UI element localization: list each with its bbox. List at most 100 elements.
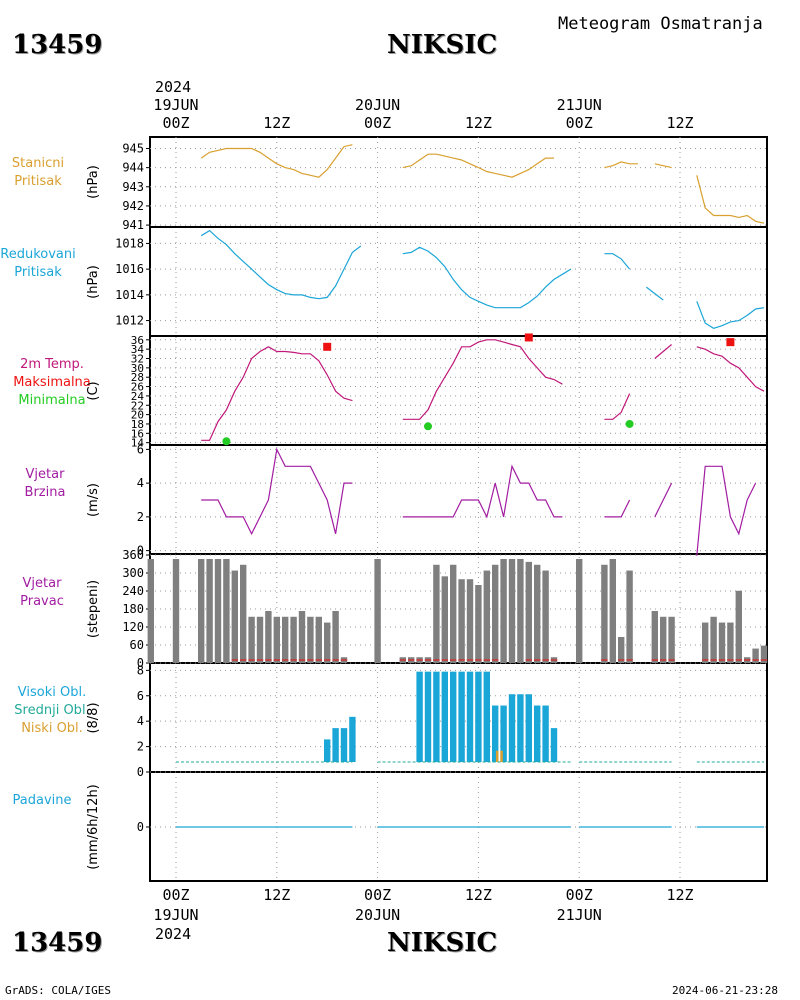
wind-dir-bar xyxy=(324,622,331,663)
wind-dir-bar xyxy=(273,616,280,663)
wind-speed-line-series-1 xyxy=(402,464,563,519)
cloud-bar-high xyxy=(450,671,457,762)
y-tick-label: 32 xyxy=(131,353,144,366)
y-tick-label: 942 xyxy=(122,199,144,213)
y-tick-label: 60 xyxy=(130,638,144,652)
day-label-top: 21JUN xyxy=(557,96,602,114)
label-precip: Padavine xyxy=(12,793,72,808)
wind-dir-bar xyxy=(332,611,339,663)
cloud-bar-high xyxy=(466,671,474,762)
station-name-bottom: NIKSIC xyxy=(387,928,498,958)
wind-dir-bar xyxy=(668,616,675,663)
cloud-bar-high xyxy=(424,671,432,762)
unit-label-precip: (mm/6h/12h) xyxy=(86,784,101,870)
cloud-bar-high xyxy=(492,705,499,762)
tmin-marker xyxy=(424,422,432,431)
day-label-bottom: 19JUN xyxy=(153,906,198,924)
hour-label-bottom: 00Z xyxy=(566,886,593,904)
reduced-pressure-line-series-0 xyxy=(200,229,362,300)
y-tick-label: 1012 xyxy=(115,314,144,328)
hour-label-bottom: 12Z xyxy=(263,886,290,904)
cloud-bar-low xyxy=(495,750,499,762)
cloud-bar-high xyxy=(517,694,524,762)
station-name-top: NIKSIC xyxy=(387,30,498,60)
wind-dir-bar xyxy=(727,622,734,663)
y-tick-label: 180 xyxy=(122,602,144,616)
wind-dir-bar xyxy=(752,648,759,663)
cloud-bar-high xyxy=(508,694,516,762)
y-tick-label: 6 xyxy=(137,689,144,703)
y-tick-label: 944 xyxy=(122,161,144,175)
station-pressure-line-series-1 xyxy=(402,153,554,178)
temperature-line-series-3 xyxy=(654,344,672,359)
y-tick-label: 26 xyxy=(131,381,144,394)
station-id-bottom: 13459 xyxy=(12,928,103,958)
cloud-bar-high xyxy=(340,728,348,762)
wind-dir-bar xyxy=(147,559,154,663)
cloud-bar-high xyxy=(475,671,482,762)
bottom-year-label: 2024 xyxy=(155,925,192,943)
y-tick-label: 8 xyxy=(137,663,144,677)
wind-dir-bar xyxy=(626,570,633,663)
cloud-bar-high xyxy=(349,716,356,762)
temperature-line-series-2 xyxy=(604,393,631,420)
wind-dir-bar xyxy=(609,559,616,663)
y-tick-label: 20 xyxy=(131,409,144,422)
cloud-bar-high xyxy=(500,705,507,762)
tmax-marker xyxy=(726,338,735,347)
hour-label-top: 00Z xyxy=(364,114,391,132)
y-tick-label: 4 xyxy=(137,476,144,490)
y-tick-label: 943 xyxy=(122,180,144,194)
wind-dir-bar xyxy=(256,616,264,663)
wind-dir-bar xyxy=(315,616,322,663)
wind-dir-bar xyxy=(466,579,474,663)
station-pressure-line-series-2 xyxy=(604,161,638,169)
wind-dir-bar xyxy=(450,564,457,663)
cloud-bar-high xyxy=(324,739,331,762)
hour-label-bottom: 00Z xyxy=(162,886,189,904)
unit-label-clouds: (8/8) xyxy=(86,702,101,733)
y-tick-label: 360 xyxy=(122,548,144,562)
y-tick-label: 0 xyxy=(137,765,144,779)
hour-label-bottom: 12Z xyxy=(666,886,693,904)
day-label-bottom: 21JUN xyxy=(557,906,602,924)
y-tick-label: 22 xyxy=(131,399,144,412)
wind-dir-bar xyxy=(618,637,625,663)
wind-dir-bar xyxy=(374,559,381,663)
station-pressure-line-series-0 xyxy=(200,144,353,178)
wind-dir-bar xyxy=(198,559,205,663)
wind-dir-bar xyxy=(298,611,306,663)
y-tick-label: 300 xyxy=(122,566,144,580)
y-tick-label: 240 xyxy=(122,584,144,598)
y-tick-label: 1018 xyxy=(115,236,144,250)
temperature-line-series-4 xyxy=(696,346,765,392)
y-tick-label: 30 xyxy=(131,362,144,375)
hour-label-bottom: 00Z xyxy=(364,886,391,904)
hour-label-top: 12Z xyxy=(666,114,693,132)
tmin-marker xyxy=(222,437,231,446)
wind-dir-bar xyxy=(660,616,667,663)
wind-dir-bar xyxy=(214,559,222,663)
hour-label-top: 12Z xyxy=(465,114,492,132)
day-label-bottom: 20JUN xyxy=(355,906,400,924)
wind-dir-bar xyxy=(710,616,717,663)
y-tick-label: 941 xyxy=(122,218,144,232)
wind-dir-bar xyxy=(651,611,658,663)
wind-speed-line-series-0 xyxy=(201,447,353,536)
wind-dir-bar xyxy=(735,590,742,663)
unit-label-wind_dir: (stepeni) xyxy=(86,580,101,638)
wind-dir-bar xyxy=(307,616,314,663)
wind-dir-bar xyxy=(492,564,499,663)
label-temperature: 2m Temp. Maksimalna Minimalna xyxy=(13,357,91,408)
y-tick-label: 0 xyxy=(137,820,144,834)
unit-label-wind_speed: (m/s) xyxy=(86,483,101,517)
wind-dir-bar xyxy=(500,559,507,663)
cloud-bar-high xyxy=(483,671,490,762)
y-tick-label: 18 xyxy=(131,418,144,431)
cloud-bar-high xyxy=(441,671,448,762)
wind-dir-bar xyxy=(534,564,541,663)
unit-label-temperature: (C) xyxy=(86,381,101,400)
y-tick-label: 1014 xyxy=(115,288,144,302)
y-tick-label: 28 xyxy=(131,371,144,384)
day-label-top: 20JUN xyxy=(355,96,400,114)
